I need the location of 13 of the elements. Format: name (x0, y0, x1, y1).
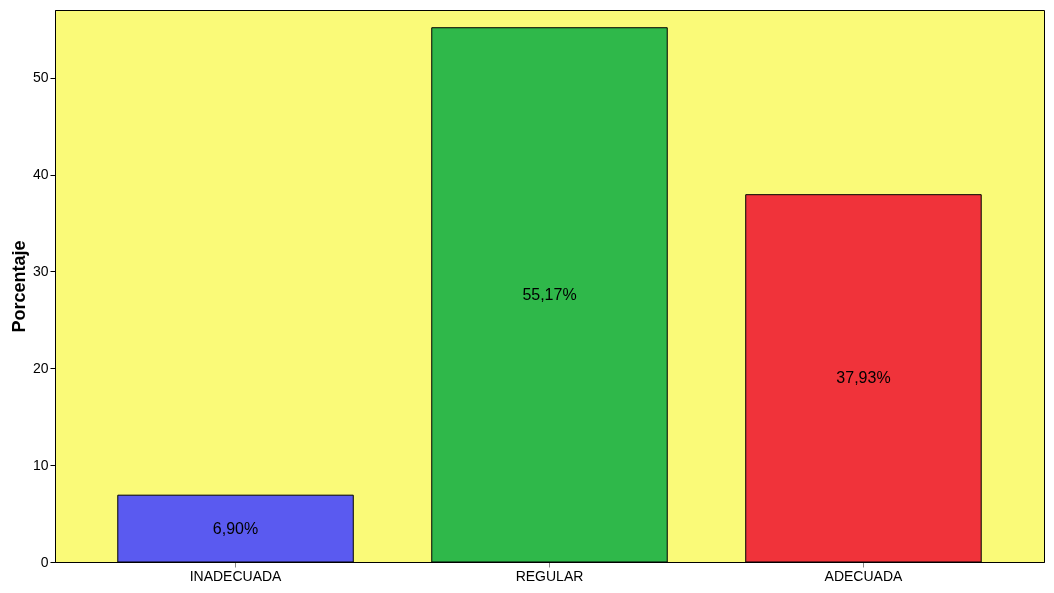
data-label: 37,93% (836, 369, 891, 387)
data-label: 55,17% (522, 285, 577, 303)
y-tick-label: 10 (32, 456, 49, 473)
x-tick-label: REGULAR (515, 567, 584, 584)
y-tick-label: 40 (32, 166, 49, 183)
y-tick-label: 50 (32, 69, 49, 86)
data-label: 6,90% (212, 519, 259, 537)
y-tick-label: 30 (32, 262, 49, 279)
y-tick-label: 20 (32, 359, 49, 376)
y-axis-title: Porcentaje (8, 240, 29, 333)
y-tick-label: 0 (40, 553, 49, 570)
x-tick-label: INADECUADA (189, 567, 283, 584)
x-tick-label: ADECUADA (824, 567, 904, 584)
